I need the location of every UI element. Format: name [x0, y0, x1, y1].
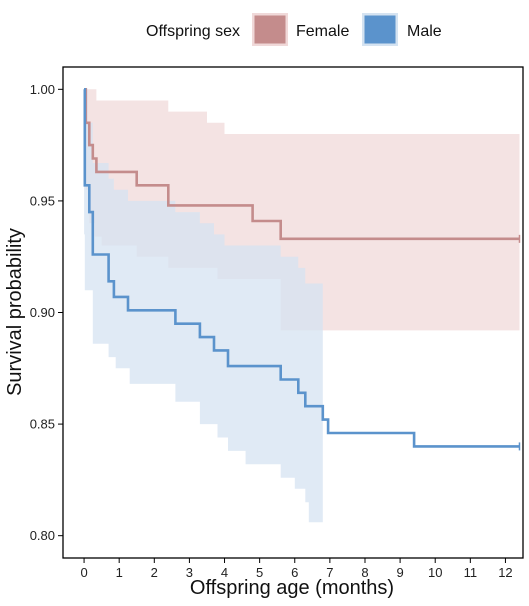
y-axis: 0.80 0.85 0.90 0.95 1.00 — [30, 82, 63, 543]
legend: Offspring sex Female Male — [146, 13, 442, 46]
x-tick-label: 8 — [361, 565, 368, 580]
x-tick-label: 6 — [291, 565, 298, 580]
y-tick-label: 1.00 — [30, 82, 55, 97]
x-tick-label: 4 — [221, 565, 228, 580]
y-tick-label: 0.85 — [30, 417, 55, 432]
survival-lines — [83, 88, 520, 448]
male-legend-swatch — [364, 15, 396, 44]
x-tick-label: 2 — [151, 565, 158, 580]
female-survival-line — [84, 88, 520, 241]
y-axis-title: Survival probability — [4, 228, 26, 396]
legend-items: Female Male — [252, 13, 442, 46]
male-confidence-band — [84, 89, 323, 523]
legend-title: Offspring sex — [146, 23, 240, 40]
x-tick-label: 7 — [326, 565, 333, 580]
female-confidence-band — [84, 89, 520, 331]
y-tick-label: 0.90 — [30, 305, 55, 320]
male-survival-line — [83, 88, 520, 448]
y-tick-label: 0.95 — [30, 193, 55, 208]
x-tick-label: 0 — [80, 565, 87, 580]
female-legend-label: Female — [296, 23, 349, 40]
y-tick-label: 0.80 — [30, 528, 55, 543]
x-axis-title: Offspring age (months) — [190, 577, 394, 599]
x-axis: 0 1 2 3 4 5 6 7 8 9 10 11 12 — [80, 558, 513, 580]
confidence-bands — [84, 89, 520, 523]
x-tick-label: 12 — [498, 565, 512, 580]
x-tick-label: 9 — [396, 565, 403, 580]
female-legend-swatch — [254, 15, 286, 44]
x-tick-label: 3 — [186, 565, 193, 580]
x-tick-label: 10 — [428, 565, 442, 580]
x-tick-label: 5 — [256, 565, 263, 580]
x-tick-label: 1 — [116, 565, 123, 580]
x-tick-label: 11 — [464, 565, 478, 580]
male-legend-label: Male — [407, 23, 442, 40]
